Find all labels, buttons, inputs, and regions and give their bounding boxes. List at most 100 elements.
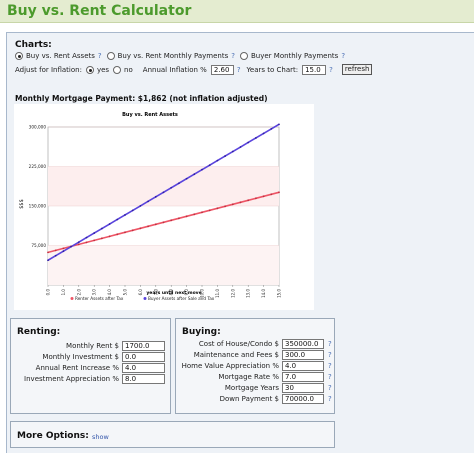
label-investment-appreciation: Investment Appreciation % [24, 375, 119, 383]
legend-marker-buyer [143, 297, 147, 300]
chart-type-row: Buy vs. Rent Assets ? Buy vs. Rent Month… [15, 52, 350, 60]
legend-marker-renter [70, 297, 74, 300]
label-home-appreciation: Home Value Appreciation % [181, 362, 279, 370]
data-point [93, 239, 96, 242]
y-tick-label: 150,000 [29, 204, 47, 209]
help-link-buyer[interactable]: ? [341, 52, 346, 60]
field-home-appreciation: Home Value Appreciation % 4.0 ? [176, 361, 332, 371]
data-point [162, 191, 165, 194]
charts-label: Charts: [15, 40, 52, 50]
radio-inflation-yes[interactable] [85, 65, 94, 74]
inflation-yes-label: yes [96, 65, 110, 74]
help-mortgage-years[interactable]: ? [328, 384, 332, 392]
data-point [278, 191, 280, 194]
data-point [47, 251, 49, 254]
data-point [108, 223, 111, 225]
data-point [124, 231, 126, 234]
data-point [139, 204, 142, 207]
data-point [93, 232, 96, 234]
input-monthly-investment[interactable]: 0.0 [122, 352, 165, 362]
page-title: Buy vs. Rent Calculator [7, 3, 192, 19]
more-options-panel: More Options: show [10, 421, 335, 448]
help-down-payment[interactable]: ? [328, 395, 332, 403]
help-home-appreciation[interactable]: ? [328, 362, 332, 370]
radio-inflation-no[interactable] [113, 65, 122, 74]
input-mortgage-years[interactable]: 30 [282, 383, 324, 393]
field-monthly-investment: Monthly Investment $ 0.0 [11, 352, 165, 362]
radio-buyer-monthly[interactable] [239, 52, 248, 60]
input-house-cost[interactable]: 350000.0 [282, 339, 324, 349]
y-tick-label: 75,000 [31, 243, 46, 248]
radio-label-assets: Buy vs. Rent Assets [26, 52, 95, 60]
help-link-inflation[interactable]: ? [236, 65, 241, 74]
y-tick-label: 225,000 [29, 164, 47, 169]
x-tick-label: 15.0 [277, 289, 282, 298]
data-point [154, 195, 157, 198]
label-rent-increase: Annual Rent Increase % [35, 364, 119, 372]
help-mortgage-rate[interactable]: ? [328, 373, 332, 381]
input-maintenance[interactable]: 300.0 [282, 350, 324, 360]
x-tick-label: 1.0 [61, 289, 66, 296]
data-point [54, 249, 57, 252]
data-point [193, 213, 196, 216]
page-header: Buy vs. Rent Calculator [0, 0, 474, 23]
data-point [77, 241, 80, 244]
label-maintenance: Maintenance and Fees $ [193, 351, 279, 359]
data-point [185, 215, 188, 218]
x-tick-label: 13.0 [246, 289, 251, 298]
input-rent-increase[interactable]: 4.0 [122, 363, 165, 373]
label-monthly-rent: Monthly Rent $ [66, 342, 119, 350]
x-tick-label: 3.0 [92, 289, 97, 296]
data-point [170, 219, 173, 222]
input-mortgage-rate[interactable]: 7.0 [282, 372, 324, 382]
x-tick-label: 8.0 [169, 289, 174, 296]
data-point [178, 182, 180, 185]
field-mortgage-rate: Mortgage Rate % 7.0 ? [176, 372, 332, 382]
legend-label-renter: Renter Assets after Tax [75, 296, 124, 301]
data-point [101, 227, 103, 230]
inflation-row: Adjust for Inflation: yes no Annual Infl… [15, 64, 373, 75]
help-link-assets[interactable]: ? [97, 52, 102, 60]
renting-title: Renting: [17, 327, 61, 337]
x-tick-label: 0.0 [46, 289, 51, 296]
data-point [116, 233, 119, 236]
field-mortgage-years: Mortgage Years 30 ? [176, 383, 332, 393]
help-link-years[interactable]: ? [329, 65, 333, 74]
data-point [62, 247, 65, 250]
field-maintenance: Maintenance and Fees $ 300.0 ? [176, 350, 332, 360]
data-point [231, 203, 234, 206]
data-point [185, 177, 188, 180]
input-investment-appreciation[interactable]: 8.0 [122, 374, 165, 384]
x-tick-label: 2.0 [76, 289, 81, 296]
radio-buy-vs-rent-assets[interactable] [15, 52, 23, 60]
data-point [101, 237, 103, 240]
data-point [154, 223, 157, 226]
data-point [193, 173, 196, 176]
radio-label-payments: Buy vs. Rent Monthly Payments [117, 52, 229, 60]
more-options-show-link[interactable]: show [92, 433, 109, 441]
field-monthly-rent: Monthly Rent $ 1700.0 [11, 341, 165, 351]
input-home-appreciation[interactable]: 4.0 [282, 361, 324, 371]
help-house-cost[interactable]: ? [328, 340, 332, 348]
input-monthly-rent[interactable]: 1700.0 [122, 341, 165, 351]
years-to-chart-input[interactable]: 15.0 [302, 64, 327, 75]
data-point [147, 200, 150, 203]
data-point [62, 250, 65, 253]
data-point [124, 214, 126, 216]
plot-band [48, 245, 279, 285]
x-tick-label: 5.0 [123, 289, 128, 296]
label-house-cost: Cost of House/Condo $ [198, 340, 279, 348]
annual-inflation-input[interactable]: 2.60 [210, 64, 234, 75]
data-point [162, 221, 165, 224]
field-investment-appreciation: Investment Appreciation % 8.0 [11, 374, 165, 384]
data-point [208, 164, 211, 167]
help-maintenance[interactable]: ? [328, 351, 332, 359]
adjust-inflation-label: Adjust for Inflation: [15, 65, 82, 74]
radio-buy-vs-rent-payments[interactable] [106, 52, 115, 60]
refresh-button[interactable]: refresh [341, 64, 373, 75]
input-down-payment[interactable]: 70000.0 [282, 394, 324, 404]
data-point [54, 254, 57, 257]
data-point [139, 227, 142, 230]
data-point [262, 132, 265, 135]
help-link-payments[interactable]: ? [231, 52, 235, 60]
